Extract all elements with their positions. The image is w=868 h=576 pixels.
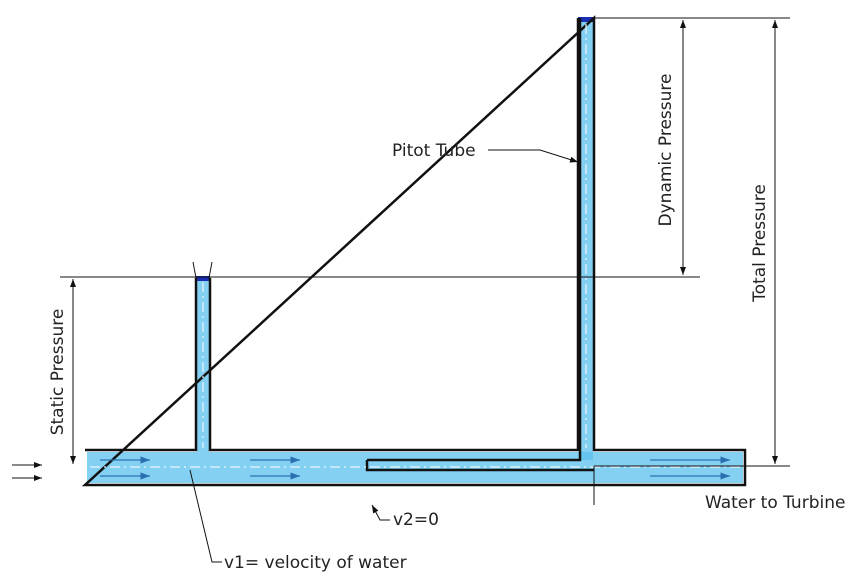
label: Total Pressure — [750, 184, 770, 303]
dimension-lines — [60, 17, 790, 505]
water — [87, 17, 743, 483]
label: Static Pressure — [48, 309, 68, 436]
label: Water to Turbine — [705, 493, 845, 513]
label: Dynamic Pressure — [656, 74, 676, 227]
label: Pitot Tube — [392, 141, 476, 161]
label: v1= velocity of water — [224, 553, 407, 573]
leaders — [189, 149, 579, 563]
label: v2=0 — [393, 510, 439, 530]
flow-arrows — [12, 456, 730, 481]
pipes — [81, 15, 747, 487]
